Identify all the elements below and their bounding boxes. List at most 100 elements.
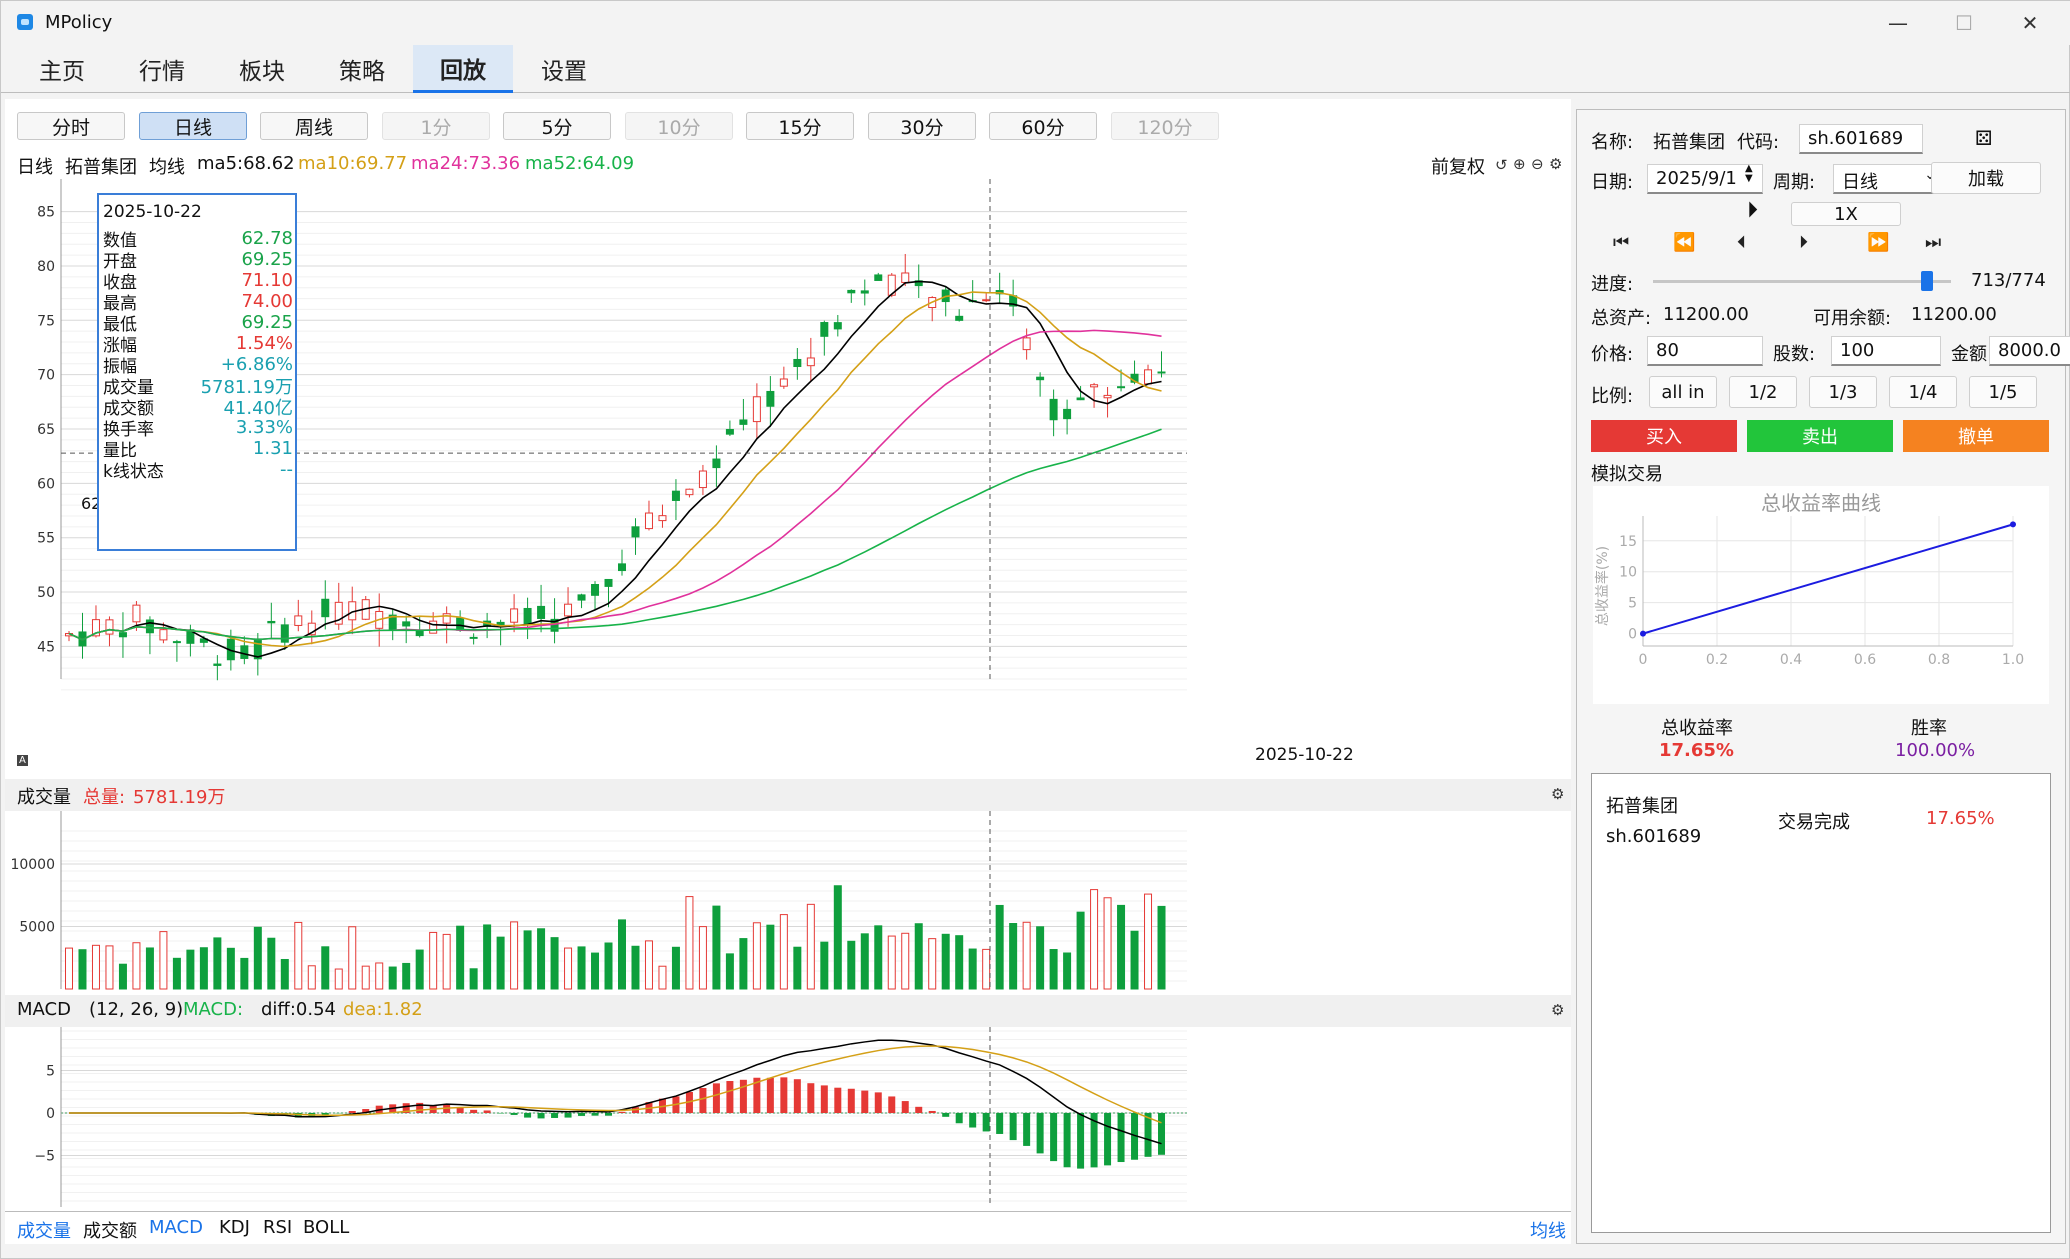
volume-bar bbox=[538, 929, 545, 989]
minimize-button[interactable]: — bbox=[1865, 1, 1931, 45]
win-rate-value: 100.00% bbox=[1895, 740, 1975, 761]
volume-bar bbox=[349, 927, 356, 989]
buy-button[interactable]: 买入 bbox=[1591, 420, 1737, 452]
ratio-third-button[interactable]: 1/3 bbox=[1809, 376, 1877, 408]
step-forward-icon[interactable]: ⏵ bbox=[1799, 232, 1808, 253]
menu-home[interactable]: 主页 bbox=[15, 45, 109, 93]
sell-button[interactable]: 卖出 bbox=[1747, 420, 1893, 452]
ma-link[interactable]: 均线 bbox=[1530, 1217, 1566, 1243]
ratio-quarter-button[interactable]: 1/4 bbox=[1889, 376, 1957, 408]
shares-input[interactable]: 100 bbox=[1831, 336, 1941, 366]
candle-body bbox=[726, 429, 733, 434]
candle-body bbox=[767, 391, 774, 406]
macd-diff: diff:0.54 bbox=[261, 999, 336, 1020]
tab-macd[interactable]: MACD bbox=[149, 1217, 203, 1238]
candle-body bbox=[146, 620, 153, 633]
volume-bar bbox=[713, 906, 720, 989]
speed-button[interactable]: 1X bbox=[1791, 202, 1901, 226]
return-point bbox=[2010, 521, 2016, 527]
tf-button-10min[interactable]: 10分 bbox=[625, 112, 733, 140]
volume-bar bbox=[497, 937, 504, 989]
macd-chart[interactable]: 5 0 −5 bbox=[5, 1027, 1571, 1209]
x-tick-label: 0.8 bbox=[1928, 652, 1950, 668]
name-value: 拓普集团 bbox=[1653, 128, 1725, 154]
menu-replay[interactable]: 回放 bbox=[413, 45, 513, 93]
volume-bar bbox=[133, 943, 140, 989]
progress-slider[interactable] bbox=[1653, 280, 1951, 283]
candle-body bbox=[1050, 399, 1057, 419]
tf-button-1min[interactable]: 1分 bbox=[382, 112, 490, 140]
step-back-icon[interactable]: ⏴ bbox=[1737, 232, 1746, 253]
tab-volume[interactable]: 成交量 bbox=[17, 1217, 71, 1243]
price-input[interactable]: 80 bbox=[1647, 336, 1763, 366]
x-tick-label: 0.2 bbox=[1706, 652, 1728, 668]
tf-button-30min[interactable]: 30分 bbox=[868, 112, 976, 140]
fast-forward-icon[interactable]: ⏩ bbox=[1867, 232, 1889, 253]
jump-end-icon[interactable]: ⏭ bbox=[1925, 232, 1941, 253]
maximize-button[interactable]: ☐ bbox=[1931, 1, 1997, 45]
volume-bar bbox=[295, 922, 302, 989]
close-button[interactable]: ✕ bbox=[1997, 1, 2063, 45]
menu-settings[interactable]: 设置 bbox=[517, 45, 611, 93]
volume-bar bbox=[241, 958, 248, 989]
cancel-button[interactable]: 撤单 bbox=[1903, 420, 2049, 452]
tab-turnover[interactable]: 成交额 bbox=[83, 1217, 137, 1243]
period-select[interactable]: 日线⌄ bbox=[1833, 164, 1945, 194]
candle-body bbox=[1104, 395, 1111, 397]
kline-settings-icon[interactable]: ⚙ bbox=[1549, 155, 1562, 173]
load-button[interactable]: 加载 bbox=[1931, 162, 2041, 194]
tab-rsi[interactable]: RSI bbox=[263, 1217, 292, 1238]
macd-bar bbox=[538, 1113, 545, 1118]
jump-start-icon[interactable]: ⏮ bbox=[1613, 232, 1629, 253]
volume-bar bbox=[929, 939, 936, 989]
volume-bar bbox=[915, 924, 922, 989]
volume-chart[interactable]: 10000 5000 bbox=[5, 811, 1571, 995]
macd-bar bbox=[780, 1077, 787, 1113]
macd-bar bbox=[699, 1088, 706, 1113]
volume-header bbox=[5, 779, 1571, 811]
adjust-label[interactable]: 前复权 bbox=[1431, 153, 1485, 179]
zoom-out-icon[interactable]: ⊖ bbox=[1531, 155, 1544, 173]
volume-bar bbox=[888, 936, 895, 989]
play-icon[interactable]: ⏵ bbox=[1747, 198, 1758, 223]
zoom-in-icon[interactable]: ⊕ bbox=[1513, 155, 1526, 173]
amount-input[interactable]: 8000.0 bbox=[1989, 336, 2070, 366]
macd-bar bbox=[956, 1113, 963, 1123]
candle-body bbox=[713, 459, 720, 468]
menu-strategy[interactable]: 策略 bbox=[315, 45, 409, 93]
ma10-value: ma10:69.77 bbox=[298, 153, 407, 174]
progress-slider-handle[interactable] bbox=[1921, 271, 1933, 291]
volume-total-label: 总量: bbox=[83, 783, 125, 809]
tab-kdj[interactable]: KDJ bbox=[219, 1217, 250, 1238]
tf-button-weekly[interactable]: 周线 bbox=[260, 112, 368, 140]
tf-button-fenshi[interactable]: 分时 bbox=[17, 112, 125, 140]
tf-button-120min[interactable]: 120分 bbox=[1111, 112, 1219, 140]
result-code: sh.601689 bbox=[1606, 826, 1701, 847]
volume-bar bbox=[1131, 931, 1138, 989]
tf-button-60min[interactable]: 60分 bbox=[989, 112, 1097, 140]
volume-bar bbox=[1050, 950, 1057, 989]
volume-total-value: 5781.19万 bbox=[133, 783, 225, 809]
undo-icon[interactable]: ↺ bbox=[1495, 156, 1508, 174]
volume-bar bbox=[996, 905, 1003, 989]
tab-boll[interactable]: BOLL bbox=[303, 1217, 349, 1238]
ratio-all-in-button[interactable]: all in bbox=[1649, 376, 1717, 408]
kline-ma-label: 均线 bbox=[149, 153, 185, 179]
date-spinner-icon[interactable]: ▲ ▼ bbox=[1745, 164, 1753, 184]
macd-settings-icon[interactable]: ⚙ bbox=[1551, 1001, 1564, 1019]
tf-button-5min[interactable]: 5分 bbox=[503, 112, 611, 140]
tf-button-daily[interactable]: 日线 bbox=[139, 112, 247, 140]
tf-button-15min[interactable]: 15分 bbox=[746, 112, 854, 140]
candle-body bbox=[511, 609, 518, 622]
candle-body bbox=[578, 595, 585, 600]
menu-sector[interactable]: 板块 bbox=[215, 45, 309, 93]
ratio-fifth-button[interactable]: 1/5 bbox=[1969, 376, 2037, 408]
candle-body bbox=[565, 604, 572, 616]
ratio-half-button[interactable]: 1/2 bbox=[1729, 376, 1797, 408]
kline-stock-name: 拓普集团 bbox=[65, 153, 137, 179]
dice-icon[interactable]: ⚄ bbox=[1975, 126, 1992, 150]
code-input[interactable]: sh.601689 bbox=[1799, 124, 1923, 154]
menu-market[interactable]: 行情 bbox=[115, 45, 209, 93]
fast-back-icon[interactable]: ⏪ bbox=[1673, 232, 1695, 253]
volume-settings-icon[interactable]: ⚙ bbox=[1551, 785, 1564, 803]
